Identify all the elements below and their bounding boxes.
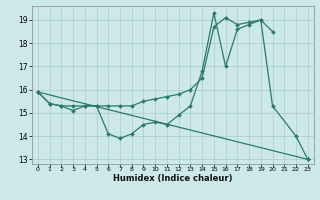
X-axis label: Humidex (Indice chaleur): Humidex (Indice chaleur) [113, 174, 233, 183]
